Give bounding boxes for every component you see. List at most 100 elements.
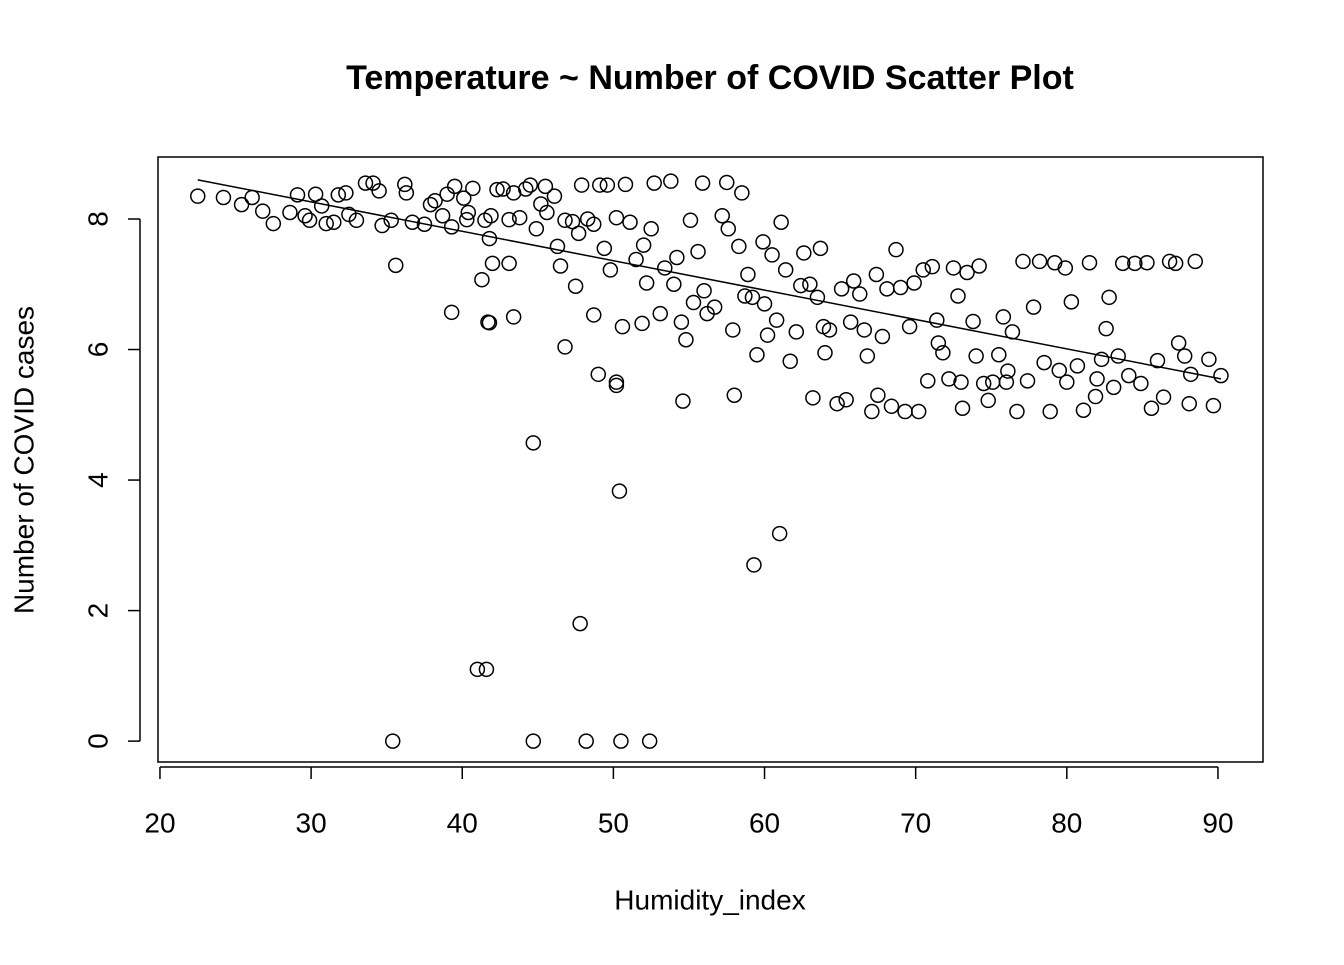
point xyxy=(746,557,762,573)
point xyxy=(821,322,838,338)
x-tick-label: 60 xyxy=(749,807,780,838)
point xyxy=(525,733,542,749)
point xyxy=(384,733,401,749)
point xyxy=(480,314,496,330)
point xyxy=(537,178,554,195)
point xyxy=(768,312,785,328)
point xyxy=(1063,294,1080,310)
point xyxy=(289,187,306,203)
point xyxy=(489,181,505,198)
point xyxy=(675,393,691,409)
point xyxy=(622,214,638,231)
x-tick-label: 90 xyxy=(1202,807,1233,838)
point xyxy=(838,392,854,408)
point xyxy=(1089,371,1105,387)
point xyxy=(416,216,433,232)
point xyxy=(297,207,313,224)
point xyxy=(427,192,443,209)
point xyxy=(646,175,662,191)
point xyxy=(578,733,594,749)
point xyxy=(301,212,318,229)
point xyxy=(980,392,996,409)
point xyxy=(265,215,282,232)
point xyxy=(945,260,962,276)
chart-title: Temperature ~ Number of COVID Scatter Pl… xyxy=(346,59,1074,97)
point xyxy=(643,221,659,237)
point xyxy=(666,276,682,293)
x-tick-label: 20 xyxy=(144,807,175,838)
point xyxy=(546,188,563,204)
point xyxy=(959,264,975,281)
point xyxy=(901,318,918,335)
point xyxy=(465,180,481,197)
point xyxy=(859,348,876,364)
point xyxy=(599,177,616,193)
point xyxy=(897,403,913,420)
point xyxy=(585,307,602,323)
point xyxy=(1167,255,1184,272)
point xyxy=(1127,255,1143,272)
point xyxy=(924,258,941,275)
point xyxy=(920,373,936,389)
point xyxy=(755,234,771,250)
point xyxy=(573,177,590,193)
point xyxy=(511,209,528,226)
y-axis-label: Number of COVID cases xyxy=(8,306,39,614)
point xyxy=(968,348,984,364)
point xyxy=(657,260,673,276)
point xyxy=(696,283,712,299)
plot-frame xyxy=(157,156,1264,763)
point xyxy=(1170,335,1187,351)
point xyxy=(1059,374,1075,390)
point xyxy=(326,214,342,231)
y-tick-label: 2 xyxy=(82,603,113,619)
point xyxy=(874,328,891,345)
point xyxy=(501,255,517,272)
point xyxy=(549,238,566,255)
point xyxy=(330,187,347,203)
point xyxy=(495,181,511,197)
point xyxy=(254,203,271,219)
y-tick-label: 4 xyxy=(82,472,113,488)
point xyxy=(888,241,904,258)
x-tick-label: 40 xyxy=(447,807,478,838)
point xyxy=(481,230,498,247)
point xyxy=(744,289,761,306)
point xyxy=(842,314,859,330)
point xyxy=(930,335,947,351)
point xyxy=(459,211,475,228)
point xyxy=(764,247,780,263)
point xyxy=(771,525,788,542)
point xyxy=(517,181,534,197)
point xyxy=(1098,320,1114,337)
point xyxy=(483,207,499,224)
point xyxy=(868,266,885,283)
point xyxy=(845,273,862,289)
point xyxy=(469,661,486,678)
point xyxy=(1015,253,1031,270)
point xyxy=(602,262,619,278)
point xyxy=(1069,358,1086,374)
point xyxy=(474,271,490,288)
point xyxy=(809,289,826,306)
point xyxy=(910,403,927,420)
point xyxy=(484,255,501,272)
point xyxy=(501,211,517,228)
point xyxy=(1201,351,1217,368)
point xyxy=(539,204,555,221)
point xyxy=(614,318,631,335)
point xyxy=(596,240,613,257)
point xyxy=(673,314,690,330)
point xyxy=(190,188,206,204)
point xyxy=(608,374,625,390)
point xyxy=(348,212,365,229)
point xyxy=(617,176,634,193)
point xyxy=(443,219,460,235)
point xyxy=(338,185,354,201)
point xyxy=(1075,402,1092,418)
point xyxy=(1205,397,1222,414)
point xyxy=(1149,352,1166,369)
point xyxy=(446,178,463,195)
point xyxy=(663,173,679,189)
